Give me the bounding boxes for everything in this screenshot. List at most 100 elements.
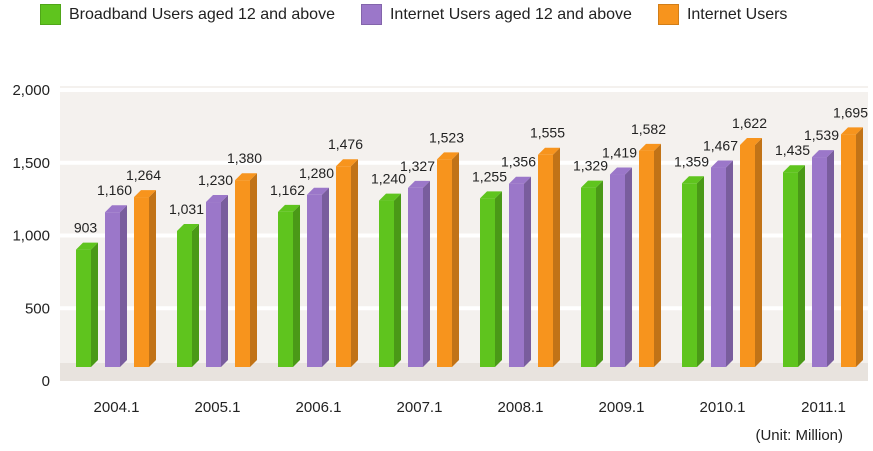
legend-label-broadband: Broadband Users aged 12 and above [69, 5, 335, 23]
chart-floor [60, 363, 868, 381]
bar-internet-users [437, 159, 452, 367]
data-label-internet-12: 1,356 [501, 154, 536, 170]
bar-top-broadband [480, 191, 502, 199]
data-label-internet-users: 1,582 [631, 121, 666, 137]
data-label-internet-12: 1,327 [400, 158, 435, 174]
data-label-internet-users: 1,264 [126, 167, 161, 183]
data-label-internet-users: 1,476 [328, 136, 363, 152]
data-label-internet-users: 1,523 [429, 129, 464, 145]
data-label-internet-12: 1,539 [804, 127, 839, 143]
bar-top-internet-users [538, 147, 560, 155]
data-label-broadband: 1,240 [371, 171, 406, 187]
bar-side-internet-users [452, 152, 459, 367]
bar-broadband [783, 172, 798, 367]
bar-internet-users [639, 150, 654, 367]
bar-top-internet-users [841, 127, 863, 135]
bar-top-internet-users [437, 152, 459, 160]
bar-side-internet-12 [827, 150, 834, 367]
bar-side-internet-12 [322, 187, 329, 367]
x-tick-label: 2011.1 [801, 399, 846, 416]
bar-top-broadband [379, 193, 401, 201]
bar-broadband [480, 198, 495, 367]
bar-top-internet-users [336, 159, 358, 167]
legend-label-internet-12: Internet Users aged 12 and above [389, 5, 632, 23]
bar-broadband [177, 230, 192, 367]
bar-side-internet-users [755, 137, 762, 367]
bar-side-broadband [394, 193, 401, 367]
data-label-internet-users: 1,622 [732, 115, 767, 131]
x-tick-label: 2008.1 [498, 399, 544, 416]
bar-top-broadband [278, 204, 300, 212]
bar-side-internet-users [654, 143, 661, 367]
bar-side-internet-12 [423, 180, 430, 367]
y-tick-label: 1,500 [12, 155, 50, 172]
bar-top-internet-users [134, 190, 156, 198]
data-label-broadband: 1,031 [169, 201, 204, 217]
bar-internet-users [538, 154, 553, 367]
bar-top-internet-users [740, 137, 762, 145]
bar-side-internet-12 [524, 176, 531, 367]
bar-internet-12 [307, 194, 322, 367]
bar-broadband [581, 187, 596, 367]
legend-swatch-internet-12 [360, 4, 382, 25]
bar-top-internet-users [639, 143, 661, 151]
bar-side-broadband [798, 165, 805, 367]
bar-broadband [76, 249, 91, 367]
y-tick-label: 2,000 [12, 82, 50, 99]
data-label-broadband: 1,359 [674, 153, 709, 169]
bar-top-internet-12 [610, 167, 632, 175]
data-label-broadband: 1,162 [270, 182, 305, 198]
bar-internet-users [336, 166, 351, 367]
bar-side-broadband [495, 191, 502, 367]
bar-side-internet-users [149, 190, 156, 367]
x-tick-label: 2004.1 [94, 399, 140, 416]
data-label-internet-12: 1,419 [602, 145, 637, 161]
bar-top-internet-12 [105, 205, 127, 213]
unit-label: (Unit: Million) [755, 427, 843, 444]
bar-side-internet-12 [625, 167, 632, 367]
bar-top-broadband [177, 223, 199, 231]
y-tick-label: 0 [42, 373, 50, 390]
data-label-broadband: 1,435 [775, 142, 810, 158]
bar-side-broadband [91, 242, 98, 367]
bar-side-internet-12 [120, 205, 127, 367]
data-label-broadband: 1,255 [472, 168, 507, 184]
bar-internet-users [841, 134, 856, 367]
x-tick-label: 2007.1 [397, 399, 443, 416]
bar-top-internet-12 [307, 187, 329, 195]
data-label-internet-users: 1,695 [833, 104, 868, 120]
data-label-internet-12: 1,160 [97, 182, 132, 198]
bar-top-internet-users [235, 173, 257, 181]
bar-top-broadband [581, 180, 603, 188]
x-tick-label: 2006.1 [296, 399, 342, 416]
bar-side-internet-users [250, 173, 257, 367]
bar-top-internet-12 [206, 195, 228, 203]
bar-top-internet-12 [711, 160, 733, 168]
data-label-broadband: 903 [74, 220, 98, 236]
data-label-internet-users: 1,555 [530, 125, 565, 141]
bar-internet-12 [610, 174, 625, 367]
bar-top-broadband [682, 176, 704, 184]
bar-side-broadband [293, 204, 300, 367]
data-label-internet-12: 1,280 [299, 165, 334, 181]
bar-internet-12 [105, 212, 120, 367]
bar-internet-12 [812, 157, 827, 367]
data-label-broadband: 1,329 [573, 158, 608, 174]
bar-broadband [379, 200, 394, 367]
x-tick-label: 2005.1 [195, 399, 241, 416]
bar-internet-12 [711, 167, 726, 367]
bar-top-broadband [76, 242, 98, 250]
data-label-internet-12: 1,230 [198, 172, 233, 188]
bar-top-internet-12 [812, 150, 834, 158]
legend-item-internet-12: Internet Users aged 12 and above [360, 4, 632, 25]
bar-internet-users [235, 180, 250, 367]
bar-internet-users [134, 197, 149, 367]
legend-item-broadband: Broadband Users aged 12 and above [40, 4, 335, 25]
bar-internet-12 [206, 202, 221, 367]
bar-side-internet-12 [221, 195, 228, 367]
legend-item-internet-users: Internet Users [657, 4, 787, 25]
bar-side-broadband [192, 223, 199, 367]
bar-top-internet-12 [509, 176, 531, 184]
y-tick-label: 500 [25, 300, 50, 317]
